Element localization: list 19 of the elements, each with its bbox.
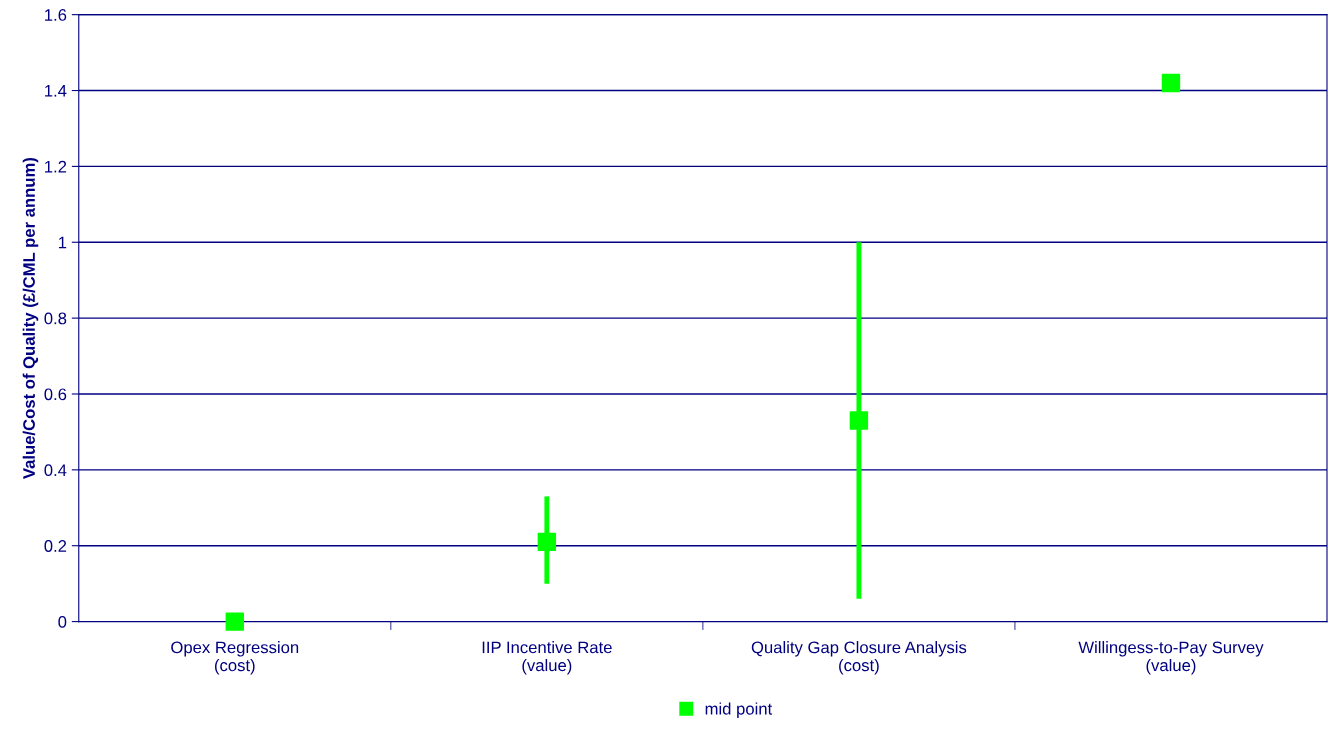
x-tick-label: Willingess-to-Pay Survey (value) bbox=[1078, 641, 1264, 675]
y-tick-label: 1.6 bbox=[45, 9, 67, 21]
point bbox=[849, 411, 869, 430]
y-axis-title: Value/Cost of Quality (£/CML per annum) bbox=[22, 157, 39, 479]
y-tick-label: 1.4 bbox=[45, 85, 67, 97]
y-tick-label: 1 bbox=[58, 236, 67, 249]
legend-label: mid point bbox=[705, 702, 773, 718]
y-tick-label: 1.2 bbox=[45, 160, 67, 173]
x-tick-label: Quality Gap Closure Analysis (cost) bbox=[751, 641, 967, 675]
x-tick-label: Opex Regression (cost) bbox=[171, 641, 299, 675]
y-tick-label: 0.4 bbox=[44, 464, 67, 477]
point bbox=[537, 532, 557, 552]
point bbox=[225, 612, 244, 631]
y-tick-label: 0.6 bbox=[44, 388, 67, 401]
y-tick-label: 0.2 bbox=[44, 540, 67, 552]
x-tick-label: IIP Incentive Rate (value) bbox=[482, 641, 612, 675]
point bbox=[1161, 73, 1181, 93]
y-tick-label: 0 bbox=[58, 615, 67, 628]
y-tick-label: 0.8 bbox=[44, 312, 67, 325]
